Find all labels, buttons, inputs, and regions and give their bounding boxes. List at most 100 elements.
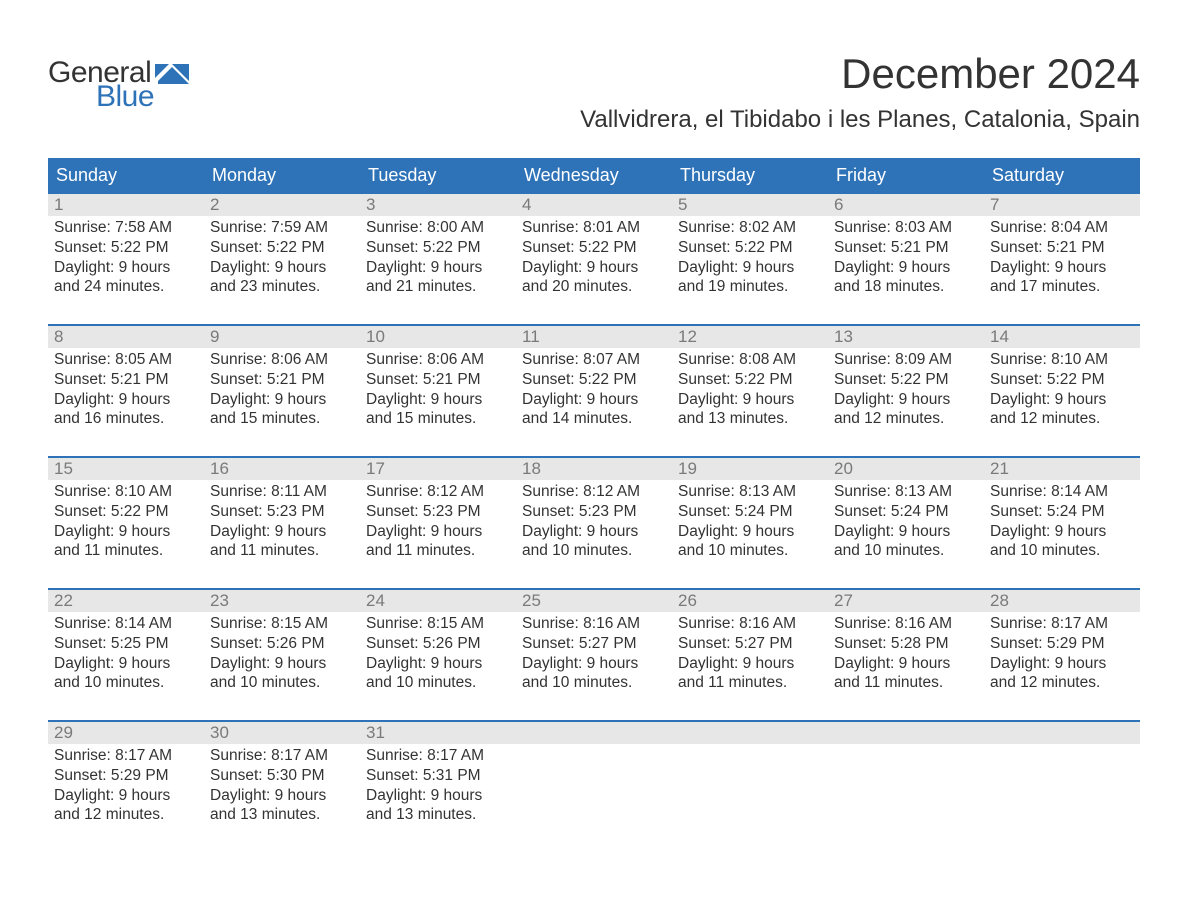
calendar-cell: 24Sunrise: 8:15 AMSunset: 5:26 PMDayligh… xyxy=(360,589,516,721)
day-number: 1 xyxy=(48,194,204,216)
day-sunrise: Sunrise: 8:16 AM xyxy=(522,614,666,634)
day-sunset: Sunset: 5:21 PM xyxy=(990,238,1134,258)
calendar-cell: 9Sunrise: 8:06 AMSunset: 5:21 PMDaylight… xyxy=(204,325,360,457)
day-sunrise: Sunrise: 8:06 AM xyxy=(210,350,354,370)
day-d1: Daylight: 9 hours xyxy=(210,390,354,410)
day-details: Sunrise: 8:06 AMSunset: 5:21 PMDaylight:… xyxy=(360,348,516,433)
day-details: Sunrise: 8:07 AMSunset: 5:22 PMDaylight:… xyxy=(516,348,672,433)
day-details: Sunrise: 8:06 AMSunset: 5:21 PMDaylight:… xyxy=(204,348,360,433)
day-d2: and 10 minutes. xyxy=(366,673,510,693)
calendar-week: 22Sunrise: 8:14 AMSunset: 5:25 PMDayligh… xyxy=(48,589,1140,721)
day-sunset: Sunset: 5:24 PM xyxy=(678,502,822,522)
day-d2: and 20 minutes. xyxy=(522,277,666,297)
calendar-cell: 21Sunrise: 8:14 AMSunset: 5:24 PMDayligh… xyxy=(984,457,1140,589)
day-number: 7 xyxy=(984,194,1140,216)
day-details: Sunrise: 8:13 AMSunset: 5:24 PMDaylight:… xyxy=(672,480,828,565)
day-d2: and 12 minutes. xyxy=(990,673,1134,693)
day-d2: and 11 minutes. xyxy=(210,541,354,561)
day-details: Sunrise: 8:11 AMSunset: 5:23 PMDaylight:… xyxy=(204,480,360,565)
day-details: Sunrise: 8:17 AMSunset: 5:31 PMDaylight:… xyxy=(360,744,516,829)
day-sunset: Sunset: 5:21 PM xyxy=(54,370,198,390)
day-number: 6 xyxy=(828,194,984,216)
day-d2: and 24 minutes. xyxy=(54,277,198,297)
day-sunrise: Sunrise: 8:09 AM xyxy=(834,350,978,370)
day-sunrise: Sunrise: 8:14 AM xyxy=(54,614,198,634)
calendar-cell: 29Sunrise: 8:17 AMSunset: 5:29 PMDayligh… xyxy=(48,721,204,852)
day-number: 23 xyxy=(204,590,360,612)
calendar-cell: 17Sunrise: 8:12 AMSunset: 5:23 PMDayligh… xyxy=(360,457,516,589)
day-details: Sunrise: 8:10 AMSunset: 5:22 PMDaylight:… xyxy=(984,348,1140,433)
day-sunrise: Sunrise: 8:17 AM xyxy=(366,746,510,766)
day-d2: and 11 minutes. xyxy=(678,673,822,693)
day-sunset: Sunset: 5:27 PM xyxy=(678,634,822,654)
day-d2: and 10 minutes. xyxy=(678,541,822,561)
day-details: Sunrise: 7:58 AMSunset: 5:22 PMDaylight:… xyxy=(48,216,204,301)
day-sunrise: Sunrise: 8:17 AM xyxy=(990,614,1134,634)
day-d2: and 23 minutes. xyxy=(210,277,354,297)
calendar-cell: 13Sunrise: 8:09 AMSunset: 5:22 PMDayligh… xyxy=(828,325,984,457)
day-details: Sunrise: 8:03 AMSunset: 5:21 PMDaylight:… xyxy=(828,216,984,301)
day-sunrise: Sunrise: 8:15 AM xyxy=(210,614,354,634)
day-details: Sunrise: 8:09 AMSunset: 5:22 PMDaylight:… xyxy=(828,348,984,433)
weekday-saturday: Saturday xyxy=(984,158,1140,193)
calendar-cell: 11Sunrise: 8:07 AMSunset: 5:22 PMDayligh… xyxy=(516,325,672,457)
calendar-cell: 6Sunrise: 8:03 AMSunset: 5:21 PMDaylight… xyxy=(828,193,984,325)
calendar-table: Sunday Monday Tuesday Wednesday Thursday… xyxy=(48,158,1140,852)
calendar-cell: 3Sunrise: 8:00 AMSunset: 5:22 PMDaylight… xyxy=(360,193,516,325)
calendar-cell: 20Sunrise: 8:13 AMSunset: 5:24 PMDayligh… xyxy=(828,457,984,589)
page: General Blue December 2024 Vallvidrera, … xyxy=(0,0,1188,918)
calendar-header: Sunday Monday Tuesday Wednesday Thursday… xyxy=(48,158,1140,193)
calendar-cell: 18Sunrise: 8:12 AMSunset: 5:23 PMDayligh… xyxy=(516,457,672,589)
day-d1: Daylight: 9 hours xyxy=(54,390,198,410)
day-d2: and 14 minutes. xyxy=(522,409,666,429)
day-number: . xyxy=(672,722,828,744)
calendar-cell: 15Sunrise: 8:10 AMSunset: 5:22 PMDayligh… xyxy=(48,457,204,589)
day-number: . xyxy=(984,722,1140,744)
day-sunset: Sunset: 5:22 PM xyxy=(990,370,1134,390)
day-number: 28 xyxy=(984,590,1140,612)
day-d2: and 10 minutes. xyxy=(54,673,198,693)
day-d1: Daylight: 9 hours xyxy=(990,522,1134,542)
day-d2: and 16 minutes. xyxy=(54,409,198,429)
day-d1: Daylight: 9 hours xyxy=(834,522,978,542)
day-details: Sunrise: 8:17 AMSunset: 5:30 PMDaylight:… xyxy=(204,744,360,829)
calendar-cell: 10Sunrise: 8:06 AMSunset: 5:21 PMDayligh… xyxy=(360,325,516,457)
day-sunset: Sunset: 5:22 PM xyxy=(678,238,822,258)
calendar-cell: 25Sunrise: 8:16 AMSunset: 5:27 PMDayligh… xyxy=(516,589,672,721)
day-sunset: Sunset: 5:22 PM xyxy=(522,238,666,258)
calendar-week: 8Sunrise: 8:05 AMSunset: 5:21 PMDaylight… xyxy=(48,325,1140,457)
day-d2: and 18 minutes. xyxy=(834,277,978,297)
day-d2: and 10 minutes. xyxy=(990,541,1134,561)
weekday-friday: Friday xyxy=(828,158,984,193)
calendar-cell: 5Sunrise: 8:02 AMSunset: 5:22 PMDaylight… xyxy=(672,193,828,325)
day-d1: Daylight: 9 hours xyxy=(522,258,666,278)
day-details: Sunrise: 8:08 AMSunset: 5:22 PMDaylight:… xyxy=(672,348,828,433)
day-number: . xyxy=(828,722,984,744)
day-d2: and 12 minutes. xyxy=(834,409,978,429)
day-sunset: Sunset: 5:21 PM xyxy=(210,370,354,390)
day-sunrise: Sunrise: 8:12 AM xyxy=(366,482,510,502)
day-details: Sunrise: 8:14 AMSunset: 5:25 PMDaylight:… xyxy=(48,612,204,697)
calendar-cell: . xyxy=(516,721,672,852)
day-sunrise: Sunrise: 8:10 AM xyxy=(990,350,1134,370)
day-d2: and 15 minutes. xyxy=(366,409,510,429)
day-sunset: Sunset: 5:23 PM xyxy=(210,502,354,522)
day-sunrise: Sunrise: 8:08 AM xyxy=(678,350,822,370)
calendar-cell: 26Sunrise: 8:16 AMSunset: 5:27 PMDayligh… xyxy=(672,589,828,721)
day-d1: Daylight: 9 hours xyxy=(210,786,354,806)
weekday-monday: Monday xyxy=(204,158,360,193)
day-sunrise: Sunrise: 8:14 AM xyxy=(990,482,1134,502)
day-d1: Daylight: 9 hours xyxy=(834,258,978,278)
month-title: December 2024 xyxy=(580,50,1140,98)
calendar-cell: 12Sunrise: 8:08 AMSunset: 5:22 PMDayligh… xyxy=(672,325,828,457)
day-d1: Daylight: 9 hours xyxy=(834,390,978,410)
calendar-cell: 1Sunrise: 7:58 AMSunset: 5:22 PMDaylight… xyxy=(48,193,204,325)
day-d2: and 17 minutes. xyxy=(990,277,1134,297)
day-sunrise: Sunrise: 8:05 AM xyxy=(54,350,198,370)
day-d2: and 12 minutes. xyxy=(990,409,1134,429)
day-d1: Daylight: 9 hours xyxy=(366,786,510,806)
logo-flag-icon xyxy=(155,64,189,84)
header: General Blue December 2024 Vallvidrera, … xyxy=(48,40,1140,142)
day-d1: Daylight: 9 hours xyxy=(366,522,510,542)
logo: General Blue xyxy=(48,40,189,112)
